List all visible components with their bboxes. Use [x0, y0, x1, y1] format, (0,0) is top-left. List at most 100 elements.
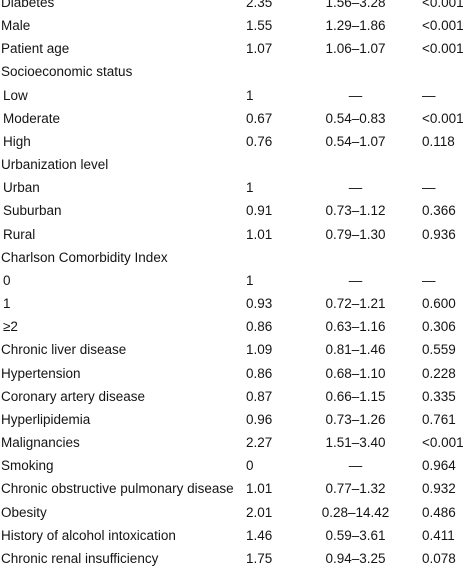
odds-ratio-cell: 0.93	[246, 296, 273, 312]
variable-cell: Diabetes	[1, 0, 55, 10]
table-row: Diabetes 2.35 1.56–3.28 <0.001	[0, 0, 474, 14]
table-row: Chronic renal insufficiency 1.75 0.94–3.25…	[0, 547, 474, 570]
variable-cell: Chronic liver disease	[1, 342, 127, 358]
confidence-interval-cell: 0.59–3.61	[325, 527, 386, 543]
table-row: Chronic obstructive pulmonary disease 1.0…	[0, 478, 474, 501]
odds-ratio-cell: 0	[246, 458, 254, 474]
p-value-cell: —	[422, 87, 436, 103]
p-value-cell: —	[422, 180, 436, 196]
table-row: Moderate 0.67 0.54–0.83 <0.001	[0, 107, 474, 130]
table-row: Obesity 2.01 0.28–14.42 0.486	[0, 501, 474, 524]
variable-cell: Hyperlipidemia	[1, 411, 91, 427]
confidence-interval-cell: 0.66–1.15	[325, 388, 386, 404]
odds-ratio-cell: 2.35	[246, 0, 273, 10]
table-row: Chronic liver disease 1.09 0.81–1.46 0.559	[0, 339, 474, 362]
confidence-interval-cell	[290, 246, 421, 269]
confidence-interval-cell: 1.06–1.07	[325, 41, 386, 57]
confidence-interval-cell: 1.51–3.40	[325, 435, 386, 451]
confidence-interval-cell: —	[348, 87, 363, 103]
odds-ratio-cell: 0.76	[246, 133, 273, 149]
table-row: Male 1.55 1.29–1.86 <0.001	[0, 14, 474, 37]
variable-cell: High	[3, 133, 31, 149]
confidence-interval-cell: 1.56–3.28	[325, 0, 386, 10]
odds-ratio-cell: 1.01	[246, 226, 273, 242]
variable-cell: Coronary artery disease	[1, 388, 146, 404]
p-value-cell: 0.486	[422, 504, 456, 520]
table-row: High 0.76 0.54–1.07 0.118	[0, 130, 474, 153]
confidence-interval-cell: 0.79–1.30	[325, 226, 386, 242]
variable-cell: Chronic renal insufficiency	[1, 550, 159, 566]
table-row: Low 1 — —	[0, 84, 474, 107]
p-value-cell: <0.001	[422, 110, 464, 126]
variable-cell: Rural	[3, 226, 36, 242]
confidence-interval-cell: 0.73–1.26	[325, 411, 386, 427]
variable-cell: 0	[3, 272, 11, 288]
p-value-cell: 0.366	[422, 203, 456, 219]
table-row: Rural 1.01 0.79–1.30 0.936	[0, 223, 474, 246]
p-value-cell: —	[422, 272, 436, 288]
p-value-cell: 0.228	[422, 365, 456, 381]
confidence-interval-cell: 0.73–1.12	[325, 203, 386, 219]
confidence-interval-cell: 0.54–0.83	[325, 110, 386, 126]
odds-ratio-cell: 0.91	[246, 203, 273, 219]
p-value-cell	[421, 246, 474, 269]
odds-ratio-cell: 1.46	[246, 527, 273, 543]
table-row: Charlson Comorbidity Index	[0, 246, 474, 269]
odds-ratio-cell: 0.96	[246, 411, 273, 427]
p-value-cell: 0.964	[422, 458, 456, 474]
p-value-cell: 0.761	[422, 411, 456, 427]
p-value-cell: 0.411	[422, 527, 455, 543]
confidence-interval-cell: —	[348, 458, 363, 474]
confidence-interval-cell: 0.77–1.32	[325, 481, 386, 497]
variable-cell: Hypertension	[1, 365, 81, 381]
p-value-cell: <0.001	[422, 435, 464, 451]
odds-ratio-cell: 1	[246, 180, 254, 196]
p-value-cell: 0.559	[422, 342, 456, 358]
confidence-interval-cell: 0.54–1.07	[325, 133, 386, 149]
table-row: 0 1 — —	[0, 269, 474, 292]
table-row: History of alcohol intoxication 1.46 0.59–…	[0, 524, 474, 547]
table-row: Patient age 1.07 1.06–1.07 <0.001	[0, 37, 474, 60]
odds-ratio-cell: 1	[246, 87, 254, 103]
odds-ratio-cell: 0.67	[246, 110, 273, 126]
variable-cell: Smoking	[1, 458, 54, 474]
odds-ratio-cell	[246, 61, 290, 84]
table-row: Socioeconomic status	[0, 61, 474, 84]
p-value-cell	[421, 153, 474, 176]
odds-ratio-cell: 1.01	[246, 481, 273, 497]
odds-ratio-cell: 2.27	[246, 435, 273, 451]
variable-cell: Moderate	[3, 110, 61, 126]
table-row: Urban 1 — —	[0, 176, 474, 199]
p-value-cell: <0.001	[422, 41, 464, 57]
table-row: Coronary artery disease 0.87 0.66–1.15 0.33…	[0, 385, 474, 408]
p-value-cell: <0.001	[422, 0, 464, 10]
table-row: Smoking 0 — 0.964	[0, 454, 474, 477]
odds-ratio-cell: 1	[246, 272, 254, 288]
p-value-cell: 0.335	[422, 388, 456, 404]
odds-ratio-cell: 1.09	[246, 342, 273, 358]
p-value-cell: 0.118	[422, 133, 455, 149]
p-value-cell: 0.078	[422, 550, 456, 566]
confidence-interval-cell: 0.81–1.46	[325, 342, 386, 358]
table-row: Suburban 0.91 0.73–1.12 0.366	[0, 200, 474, 223]
confidence-interval-cell: 0.63–1.16	[325, 319, 386, 335]
p-value-cell: 0.600	[422, 296, 456, 312]
confidence-interval-cell: 0.72–1.21	[325, 296, 386, 312]
odds-ratio-cell	[246, 246, 290, 269]
odds-ratio-cell: 0.86	[246, 365, 273, 381]
variable-cell: Urbanization level	[1, 157, 109, 173]
table-row: Urbanization level	[0, 153, 474, 176]
odds-ratio-cell: 1.55	[246, 18, 273, 33]
confidence-interval-cell: 0.28–14.42	[321, 504, 390, 520]
p-value-cell: 0.932	[422, 481, 456, 497]
variable-cell: Socioeconomic status	[1, 64, 133, 80]
variable-cell: Patient age	[1, 41, 70, 57]
odds-ratio-cell: 0.87	[246, 388, 273, 404]
odds-ratio-cell: 2.01	[246, 504, 273, 520]
variable-cell: Urban	[3, 180, 40, 196]
p-value-cell: 0.306	[422, 319, 456, 335]
p-value-cell	[421, 61, 474, 84]
variable-cell: Low	[3, 87, 28, 103]
